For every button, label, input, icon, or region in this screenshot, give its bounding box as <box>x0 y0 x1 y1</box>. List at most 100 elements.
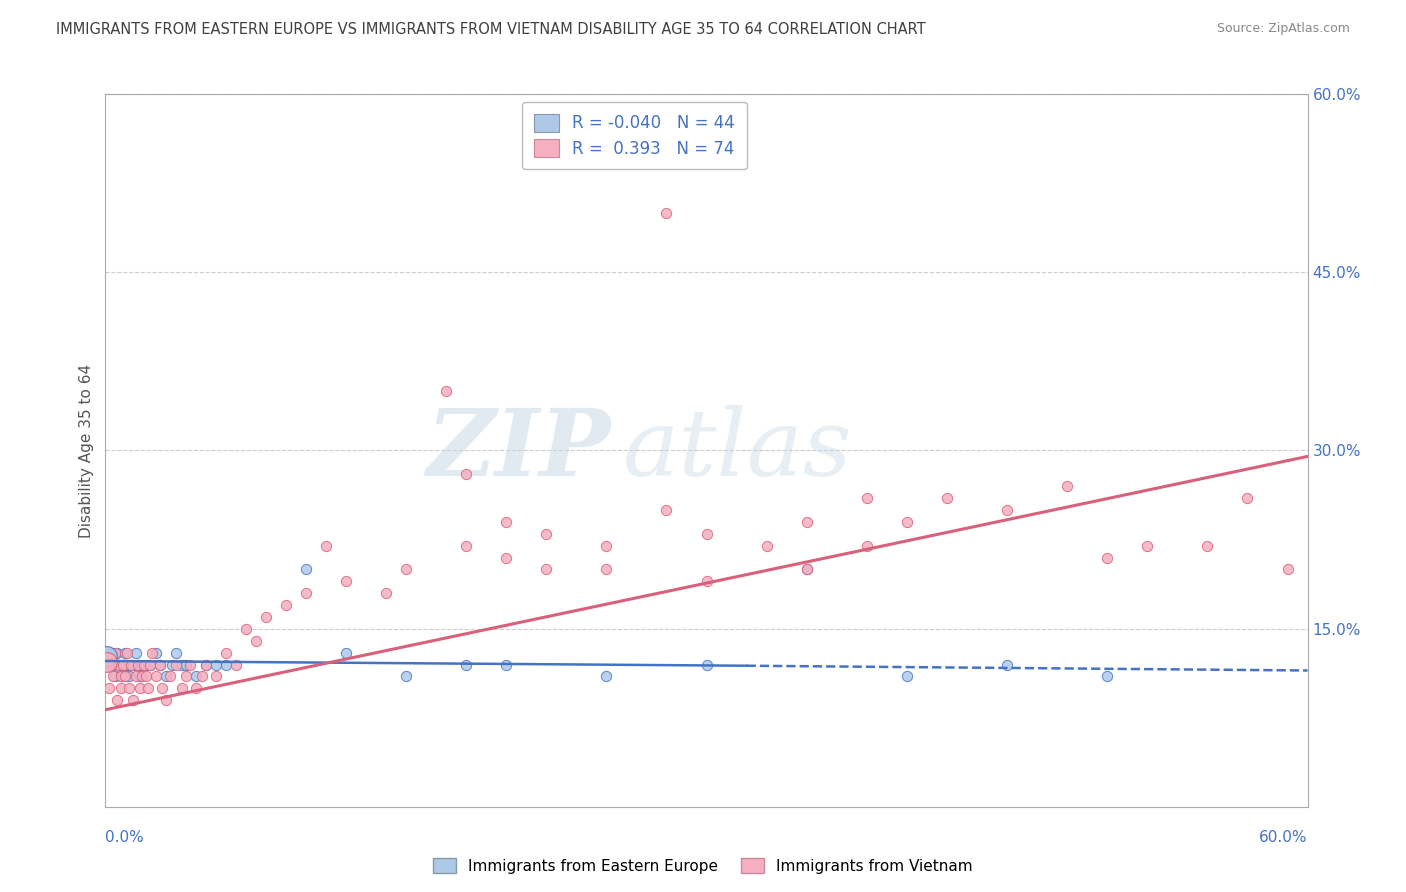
Point <box>100 657 122 672</box>
Point <box>122 657 145 672</box>
Point <box>534 562 557 576</box>
Point <box>108 657 131 672</box>
Point <box>855 539 877 553</box>
Text: 0.0%: 0.0% <box>105 830 145 845</box>
Point <box>214 657 236 672</box>
Point <box>796 562 818 576</box>
Point <box>235 622 257 636</box>
Point <box>295 562 318 576</box>
Point <box>896 669 918 683</box>
Point <box>138 657 160 672</box>
Point <box>145 669 167 683</box>
Point <box>796 515 818 529</box>
Point <box>174 669 197 683</box>
Point <box>159 669 181 683</box>
Point <box>696 574 718 589</box>
Point <box>1236 491 1258 505</box>
Point <box>108 657 131 672</box>
Point <box>170 681 193 696</box>
Point <box>155 669 177 683</box>
Point <box>104 646 127 660</box>
Point <box>117 657 139 672</box>
Point <box>1097 550 1119 565</box>
Point <box>96 655 118 669</box>
Point <box>127 657 149 672</box>
Point <box>254 610 277 624</box>
Point <box>118 681 141 696</box>
Point <box>127 657 149 672</box>
Point <box>454 467 477 482</box>
Point <box>107 693 129 707</box>
Point <box>1277 562 1299 576</box>
Point <box>165 646 187 660</box>
Legend: Immigrants from Eastern Europe, Immigrants from Vietnam: Immigrants from Eastern Europe, Immigran… <box>427 852 979 880</box>
Point <box>796 562 818 576</box>
Point <box>936 491 959 505</box>
Point <box>98 657 121 672</box>
Point <box>114 657 136 672</box>
Point <box>107 646 129 660</box>
Point <box>194 657 217 672</box>
Point <box>117 646 139 660</box>
Legend: R = -0.040   N = 44, R =  0.393   N = 74: R = -0.040 N = 44, R = 0.393 N = 74 <box>522 102 747 169</box>
Point <box>495 515 517 529</box>
Point <box>138 657 160 672</box>
Point <box>374 586 398 600</box>
Point <box>595 562 617 576</box>
Point <box>995 503 1018 517</box>
Point <box>114 657 136 672</box>
Point <box>135 669 157 683</box>
Point <box>110 669 132 683</box>
Point <box>204 657 226 672</box>
Point <box>135 657 157 672</box>
Point <box>855 491 877 505</box>
Point <box>148 657 170 672</box>
Point <box>170 657 193 672</box>
Point <box>1097 669 1119 683</box>
Point <box>114 669 136 683</box>
Text: Source: ZipAtlas.com: Source: ZipAtlas.com <box>1216 22 1350 36</box>
Point <box>110 669 132 683</box>
Point <box>595 539 617 553</box>
Point <box>204 669 226 683</box>
Point <box>995 657 1018 672</box>
Point <box>96 649 118 664</box>
Point <box>395 669 418 683</box>
Point <box>495 550 517 565</box>
Point <box>295 586 318 600</box>
Point <box>174 657 197 672</box>
Point <box>395 562 418 576</box>
Point <box>434 384 457 398</box>
Point <box>121 657 143 672</box>
Point <box>194 657 217 672</box>
Point <box>184 681 207 696</box>
Point <box>534 526 557 541</box>
Point <box>131 669 153 683</box>
Point <box>136 681 159 696</box>
Point <box>1197 539 1219 553</box>
Point <box>132 657 155 672</box>
Point <box>103 657 125 672</box>
Point <box>179 657 201 672</box>
Point <box>122 693 145 707</box>
Point <box>114 646 136 660</box>
Point <box>114 669 136 683</box>
Point <box>454 657 477 672</box>
Point <box>274 598 297 612</box>
Point <box>141 646 163 660</box>
Point <box>160 657 183 672</box>
Point <box>98 681 121 696</box>
Point <box>124 646 146 660</box>
Point <box>655 503 678 517</box>
Point <box>1056 479 1078 493</box>
Point <box>655 205 678 219</box>
Point <box>145 646 167 660</box>
Y-axis label: Disability Age 35 to 64: Disability Age 35 to 64 <box>79 363 94 538</box>
Point <box>121 657 143 672</box>
Point <box>110 681 132 696</box>
Point <box>696 526 718 541</box>
Point <box>696 657 718 672</box>
Point <box>1136 539 1159 553</box>
Point <box>148 657 170 672</box>
Point <box>112 657 135 672</box>
